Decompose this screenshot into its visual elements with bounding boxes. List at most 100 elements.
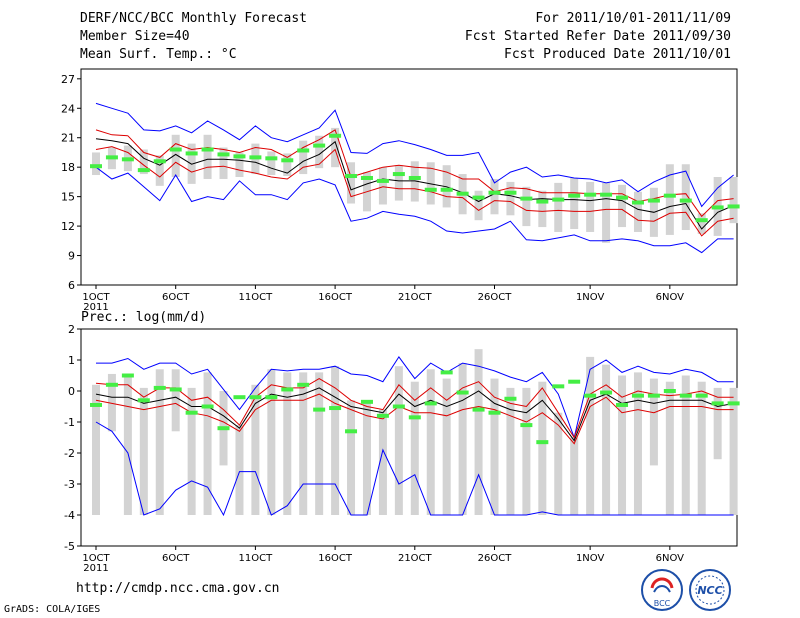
spread-box	[219, 147, 228, 179]
spread-box	[235, 152, 244, 177]
x-tick-label: 1NOV	[576, 553, 605, 564]
produced-date: Fcst Produced Date 2011/10/01	[504, 47, 731, 62]
obs-marker	[520, 423, 533, 428]
spread-box	[187, 387, 196, 515]
obs-marker	[217, 152, 230, 157]
obs-marker	[727, 401, 740, 406]
x-tick-label: 6OCT	[162, 292, 190, 303]
obs-marker	[504, 396, 517, 401]
spread-box	[570, 437, 579, 515]
obs-marker	[600, 390, 613, 395]
spread-box	[697, 213, 706, 234]
x-tick-label: 21OCT	[398, 292, 433, 303]
obs-marker	[392, 404, 405, 409]
series-upper	[95, 378, 734, 439]
x-tick-label: 16OCT	[318, 553, 353, 564]
y-tick-label: 2	[68, 323, 75, 336]
obs-marker	[711, 401, 724, 406]
obs-marker	[169, 147, 182, 152]
y-tick-label: 1	[68, 354, 75, 367]
spread-box	[362, 400, 371, 515]
obs-marker	[663, 389, 676, 393]
obs-marker	[647, 198, 660, 203]
spread-box	[171, 369, 180, 432]
spread-box	[92, 384, 100, 515]
obs-marker	[345, 429, 358, 434]
obs-marker	[185, 410, 198, 415]
obs-marker	[360, 175, 373, 180]
spread-box	[426, 162, 435, 205]
variable-label: Mean Surf. Temp.: °C	[80, 47, 237, 62]
spread-box	[92, 152, 100, 176]
obs-marker	[616, 195, 629, 200]
obs-marker	[631, 200, 644, 205]
obs-marker	[281, 158, 294, 163]
obs-marker	[631, 393, 644, 398]
spread-box	[538, 381, 547, 515]
obs-marker	[440, 370, 453, 375]
obs-marker	[249, 395, 262, 400]
spread-box	[681, 375, 690, 515]
y-tick-label: 6	[68, 279, 75, 292]
obs-marker	[584, 393, 597, 398]
obs-marker	[695, 218, 708, 223]
x-tick-sublabel: 2011	[83, 302, 108, 313]
obs-marker	[663, 193, 676, 198]
spread-box	[283, 372, 292, 515]
y-tick-label: -3	[64, 478, 75, 491]
x-tick-sublabel: 2011	[83, 563, 108, 574]
spread-box	[426, 369, 435, 515]
obs-marker	[504, 190, 517, 195]
obs-marker	[313, 143, 326, 148]
obs-marker	[408, 415, 421, 420]
x-tick-label: 6OCT	[162, 553, 190, 564]
spread-box	[299, 372, 308, 515]
obs-marker	[249, 155, 262, 160]
obs-marker	[297, 148, 310, 153]
obs-marker	[679, 198, 692, 203]
obs-marker	[568, 193, 581, 198]
x-tick-label: 6NOV	[656, 292, 685, 303]
obs-marker	[233, 154, 246, 159]
spread-box	[697, 381, 706, 515]
spread-box	[410, 381, 419, 515]
x-tick-label: 26OCT	[478, 292, 513, 303]
spread-box	[554, 182, 563, 232]
spread-box	[107, 373, 116, 432]
obs-marker	[265, 395, 278, 400]
footer-url: http://cmdp.ncc.cma.gov.cn	[76, 581, 280, 596]
spread-box	[394, 366, 403, 515]
obs-marker	[536, 199, 549, 204]
obs-marker	[105, 155, 118, 160]
obs-marker	[584, 192, 597, 197]
forecast-period: For 2011/10/01-2011/11/09	[535, 11, 731, 26]
spread-box	[649, 378, 658, 466]
obs-marker	[488, 190, 501, 195]
spread-box	[618, 184, 627, 228]
obs-marker	[679, 393, 692, 398]
x-tick-label: 1OCT	[82, 553, 110, 564]
obs-marker	[440, 187, 453, 192]
spread-box	[729, 177, 738, 224]
x-tick-label: 26OCT	[478, 553, 513, 564]
spread-box	[474, 190, 483, 221]
spread-box	[474, 349, 483, 515]
spread-box	[458, 363, 467, 515]
spread-box	[681, 164, 690, 231]
chart-title: DERF/NCC/BCC Monthly Forecast	[80, 11, 307, 26]
spread-box	[299, 140, 308, 175]
spread-box	[633, 191, 642, 232]
spread-box	[506, 181, 515, 216]
obs-marker	[536, 440, 549, 445]
obs-marker	[281, 387, 294, 392]
obs-marker	[695, 393, 708, 398]
obs-marker	[472, 407, 485, 412]
obs-marker	[456, 191, 469, 196]
spread-box	[713, 387, 722, 460]
obs-marker	[201, 404, 214, 409]
spread-box	[522, 387, 531, 515]
obs-marker	[217, 426, 230, 431]
spread-box	[267, 151, 276, 176]
spread-box	[315, 372, 324, 515]
obs-marker	[121, 157, 134, 162]
